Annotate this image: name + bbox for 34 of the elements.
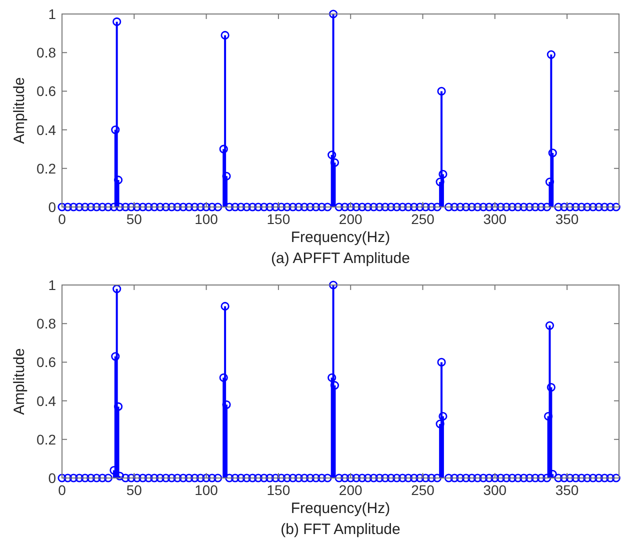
y-axis-title: Amplitude <box>11 77 28 144</box>
y-axis-title: Amplitude <box>11 348 28 415</box>
y-tick-label: 1 <box>48 6 56 22</box>
y-tick-label: 0 <box>48 199 56 215</box>
x-tick-label: 0 <box>58 211 66 227</box>
y-tick-label: 0.6 <box>36 83 56 100</box>
text: (a) APFFT Amplitude <box>271 250 410 267</box>
y-tick-label: 0.8 <box>36 316 56 332</box>
x-tick-label: 200 <box>338 482 362 498</box>
y-tick-label: 0.2 <box>36 160 56 176</box>
x-tick-label: 300 <box>483 482 507 498</box>
x-tick-label: 350 <box>555 482 579 498</box>
y-tick-label: 1 <box>48 277 56 293</box>
x-tick-label: 200 <box>338 211 362 227</box>
x-tick-label: 100 <box>194 211 218 227</box>
x-tick-label: 250 <box>411 482 435 498</box>
text: (b) FFT Amplitude <box>280 521 400 538</box>
y-tick-label: 0.8 <box>36 44 56 61</box>
x-tick-label: 0 <box>58 482 66 498</box>
y-tick-label: 0.2 <box>36 431 56 448</box>
x-tick-label: 300 <box>483 211 507 227</box>
x-tick-label: 50 <box>126 211 142 227</box>
y-tick-label: 0.4 <box>36 122 56 138</box>
x-tick-label: 150 <box>266 211 290 227</box>
y-tick-label: 0.6 <box>36 354 56 370</box>
x-axis-title: Frequency(Hz) <box>290 500 390 517</box>
y-tick-label: 0 <box>48 470 56 486</box>
y-tick-label: 0.4 <box>36 392 56 409</box>
x-tick-label: 100 <box>194 482 218 498</box>
x-tick-label: 250 <box>411 211 435 227</box>
x-tick-label: 150 <box>266 482 290 498</box>
x-tick-label: 50 <box>126 482 142 498</box>
x-axis-title: Frequency(Hz) <box>290 229 390 246</box>
x-tick-label: 350 <box>555 211 579 227</box>
